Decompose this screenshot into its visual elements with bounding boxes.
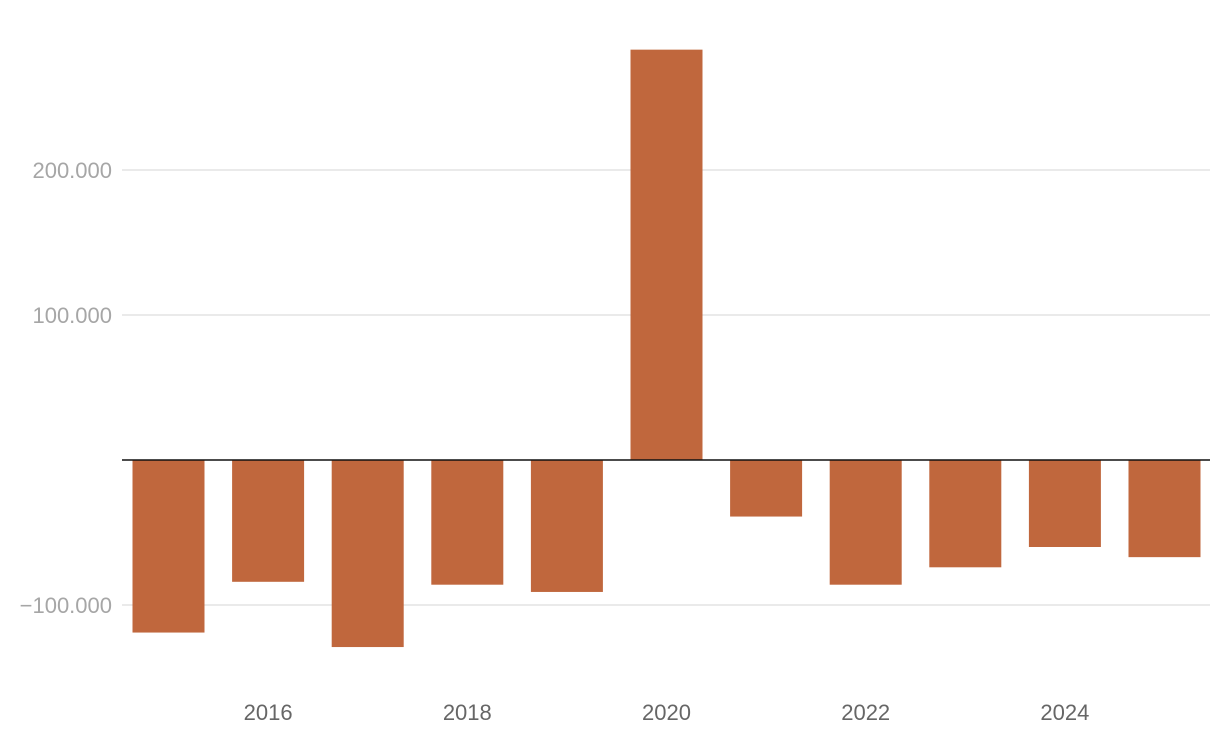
- bar: [730, 460, 803, 517]
- bar: [829, 460, 902, 585]
- bar: [1128, 460, 1201, 558]
- bar: [331, 460, 404, 648]
- x-axis-ticks: 2016 2018 2020 2022 2024: [244, 700, 1090, 725]
- x-tick-label: 2018: [443, 700, 492, 725]
- x-tick-label: 2020: [642, 700, 691, 725]
- x-tick-label: 2024: [1040, 700, 1089, 725]
- bar: [232, 460, 305, 582]
- bar: [929, 460, 1002, 568]
- bars: [132, 49, 1201, 648]
- x-tick-label: 2016: [244, 700, 293, 725]
- bar: [132, 460, 205, 633]
- bar: [1028, 460, 1101, 547]
- bar: [530, 460, 603, 592]
- y-axis-ticks: 200.000 100.000 −100.000: [20, 158, 112, 618]
- y-tick-label: 200.000: [32, 158, 112, 183]
- y-tick-label: 100.000: [32, 303, 112, 328]
- bar: [431, 460, 504, 585]
- x-tick-label: 2022: [841, 700, 890, 725]
- y-tick-label: −100.000: [20, 593, 112, 618]
- bar: [630, 49, 703, 461]
